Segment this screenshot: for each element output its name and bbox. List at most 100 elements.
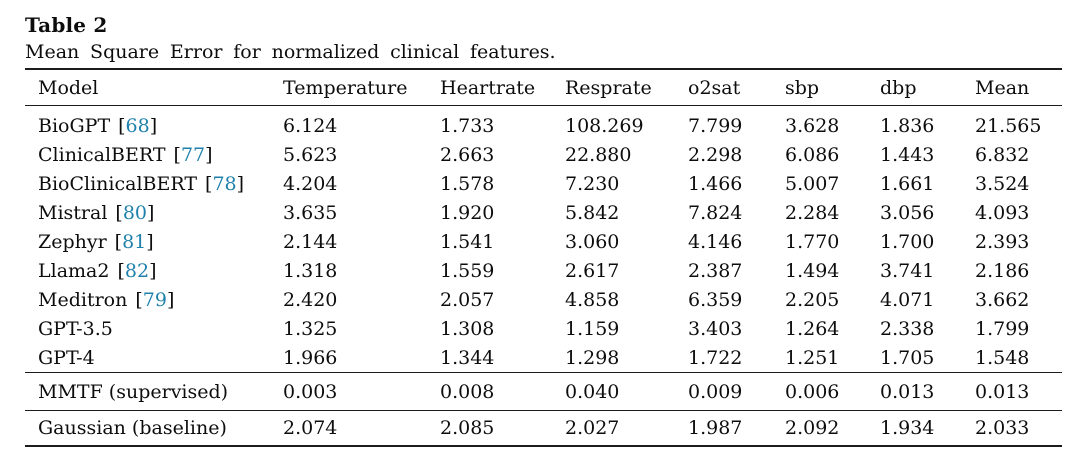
table-row: GPT-4 1.966 1.344 1.298 1.722 1.251 1.705 1.548 (25, 343, 1062, 373)
mse-value-cell: 2.144 (283, 230, 338, 253)
table-header-row: Model Temperature Heartrate Resprate o2sat sb… (25, 68, 1062, 106)
mse-value-cell: 1.466 (688, 172, 743, 195)
model-name: MMTF (supervised) (38, 380, 229, 403)
citation-link[interactable]: [79] (135, 289, 174, 311)
mse-value-cell: 1.298 (565, 346, 620, 369)
mse-value-cell: 0.003 (270, 372, 427, 411)
mse-value-cell: 2.186 (975, 259, 1030, 282)
citation-bracket-open: [ (114, 230, 123, 253)
mse-value-cell: 0.040 (552, 372, 675, 411)
citation-bracket-open: [ (117, 259, 125, 282)
mse-value-cell: 0.008 (427, 372, 552, 411)
citation-link[interactable]: [81] (115, 231, 154, 253)
mse-value-cell: 1.251 (785, 346, 840, 369)
citation-link[interactable]: [80] (115, 202, 154, 224)
citation-link[interactable]: [78] (205, 173, 244, 195)
citation-bracket-open: [ (173, 143, 181, 166)
citation-bracket-open: [ (115, 201, 123, 224)
table-row: BioClinicalBERT [78] 4.204 1.578 7.230 1.466 5… (25, 169, 1062, 198)
column-header-sbp: sbp (772, 68, 867, 106)
model-name-cell: BioGPT [68] (25, 106, 270, 141)
mse-value-cell: 1.541 (440, 230, 495, 253)
citation-number: 79 (142, 288, 167, 311)
model-name: BioClinicalBERT (38, 172, 198, 195)
mse-value-cell: 4.146 (688, 230, 743, 253)
model-rows-group: BioGPT [68] 6.124 1.733 108.269 7.799 3.628 1.8… (25, 106, 1062, 373)
mse-value-cell: 1.799 (975, 317, 1030, 340)
mse-value-cell: 4.858 (565, 288, 620, 311)
citation-bracket-open: [ (135, 288, 143, 311)
table-row: Zephyr [81] 2.144 1.541 3.060 4.146 1.770 1.700… (25, 227, 1062, 256)
mse-value-cell: 2.617 (565, 259, 620, 282)
table-row: Llama2 [82] 1.318 1.559 2.617 2.387 1.494 3.741… (25, 256, 1062, 285)
mse-value-cell: 7.230 (565, 172, 620, 195)
table-row: MMTF (supervised) 0.003 0.008 0.040 0.009 0.0… (25, 372, 1062, 411)
column-header-resprate: Resprate (552, 68, 675, 106)
model-name-cell: MMTF (supervised) (25, 372, 270, 411)
citation-link[interactable]: [68] (118, 115, 157, 137)
citation-link[interactable]: [77] (174, 144, 213, 166)
mse-value-cell: 2.387 (688, 259, 743, 282)
mse-value-cell: 1.159 (565, 317, 620, 340)
mse-value-cell: 3.403 (688, 317, 743, 340)
mse-value-cell: 3.056 (880, 201, 935, 224)
citation-number: 82 (124, 259, 150, 282)
column-header-dbp: dbp (867, 68, 962, 106)
mse-value-cell: 1.700 (880, 230, 935, 253)
table-row: Gaussian (baseline) 2.074 2.085 2.027 1.987 2… (25, 410, 1062, 447)
column-header-temperature: Temperature (270, 68, 427, 106)
citation-number: 77 (180, 143, 206, 166)
citation-link[interactable]: [82] (117, 260, 156, 282)
model-name-cell: Llama2 [82] (25, 256, 270, 285)
mse-value-cell: 5.623 (283, 143, 338, 166)
mse-value-cell: 2.027 (552, 410, 675, 447)
mse-value-cell: 1.836 (880, 114, 935, 137)
citation-bracket-close: ] (149, 114, 158, 137)
model-name-cell: Zephyr [81] (25, 227, 270, 256)
mse-value-cell: 1.705 (880, 346, 935, 369)
model-name: Gaussian (baseline) (38, 417, 227, 439)
model-name-cell: GPT-3.5 (25, 314, 270, 343)
mse-value-cell: 3.628 (785, 114, 840, 137)
column-header-model: Model (25, 68, 270, 106)
model-name-cell: BioClinicalBERT [78] (25, 169, 270, 198)
model-name-cell: Meditron [79] (25, 285, 270, 314)
mse-value-cell: 2.033 (962, 410, 1062, 447)
mse-value-cell: 3.635 (283, 201, 338, 224)
supervised-row-group: MMTF (supervised) 0.003 0.008 0.040 0.009 0.0… (25, 372, 1062, 411)
model-name: Zephyr (38, 230, 107, 253)
table-row: GPT-3.5 1.325 1.308 1.159 3.403 1.264 2.338 1.7… (25, 314, 1062, 343)
mse-value-cell: 1.494 (785, 259, 840, 282)
mse-table: Model Temperature Heartrate Resprate o2sat sb… (25, 68, 1062, 447)
mse-value-cell: 1.559 (440, 259, 495, 282)
mse-value-cell: 1.318 (283, 259, 338, 282)
mse-value-cell: 6.086 (785, 143, 840, 166)
mse-value-cell: 2.205 (785, 288, 840, 311)
mse-value-cell: 4.071 (880, 288, 935, 311)
mse-value-cell: 1.987 (675, 410, 772, 447)
mse-value-cell: 1.578 (440, 172, 495, 195)
table-row: BioGPT [68] 6.124 1.733 108.269 7.799 3.628 1.8… (25, 106, 1062, 141)
mse-value-cell: 108.269 (565, 114, 644, 137)
mse-value-cell: 2.393 (975, 230, 1030, 253)
mse-value-cell: 2.338 (880, 317, 935, 340)
mse-value-cell: 2.057 (440, 288, 495, 311)
mse-value-cell: 5.007 (785, 172, 840, 195)
table-caption: Mean Square Error for normalized clinica… (25, 41, 556, 63)
mse-value-cell: 1.934 (867, 410, 962, 447)
citation-number: 81 (122, 230, 147, 253)
mse-value-cell: 7.824 (688, 201, 743, 224)
citation-bracket-close: ] (166, 288, 175, 311)
mse-value-cell: 1.443 (880, 143, 935, 166)
citation-number: 80 (122, 201, 148, 224)
mse-value-cell: 1.920 (440, 201, 495, 224)
citation-bracket-close: ] (147, 201, 155, 224)
mse-value-cell: 0.013 (962, 372, 1062, 411)
mse-value-cell: 2.092 (772, 410, 867, 447)
model-name: Mistral (38, 201, 108, 224)
column-header-o2sat: o2sat (675, 68, 772, 106)
column-header-mean: Mean (962, 68, 1062, 106)
mse-value-cell: 2.298 (688, 143, 743, 166)
mse-value-cell: 6.124 (283, 114, 338, 137)
mse-value-cell: 4.204 (283, 172, 338, 195)
